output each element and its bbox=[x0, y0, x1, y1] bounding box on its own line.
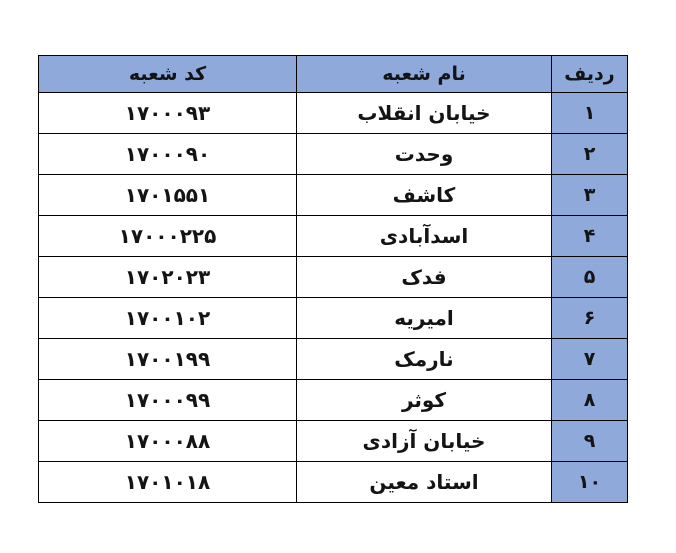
branch-name-cell: خیابان آزادی bbox=[296, 420, 552, 462]
table-row: ۴ اسدآبادی ۱۷۰۰۰۲۲۵ bbox=[38, 215, 628, 257]
table-row: ۳ کاشف ۱۷۰۱۵۵۱ bbox=[38, 174, 628, 216]
branch-code-cell: ۱۷۰۰۰۸۸ bbox=[38, 420, 297, 462]
row-number-cell: ۹ bbox=[551, 420, 628, 462]
row-number-cell: ۷ bbox=[551, 338, 628, 380]
branch-name-cell: اسدآبادی bbox=[296, 215, 552, 257]
column-header-branch-name: نام شعبه bbox=[296, 55, 552, 93]
branch-name-cell: خیابان انقلاب bbox=[296, 92, 552, 134]
branch-name-cell: فدک bbox=[296, 256, 552, 298]
row-number-cell: ۳ bbox=[551, 174, 628, 216]
branch-code-cell: ۱۷۰۰۰۹۹ bbox=[38, 379, 297, 421]
table-row: ۹ خیابان آزادی ۱۷۰۰۰۸۸ bbox=[38, 420, 628, 462]
table-row: ۶ امیریه ۱۷۰۰۱۰۲ bbox=[38, 297, 628, 339]
table-row: ۱۰ استاد معین ۱۷۰۱۰۱۸ bbox=[38, 461, 628, 503]
branch-table-container: ردیف نام شعبه کد شعبه ۱ خیابان انقلاب ۱۷… bbox=[38, 55, 628, 503]
branch-name-cell: امیریه bbox=[296, 297, 552, 339]
branch-code-cell: ۱۷۰۰۰۲۲۵ bbox=[38, 215, 297, 257]
branch-table: ردیف نام شعبه کد شعبه ۱ خیابان انقلاب ۱۷… bbox=[38, 55, 628, 503]
table-row: ۵ فدک ۱۷۰۲۰۲۳ bbox=[38, 256, 628, 298]
branch-code-cell: ۱۷۰۲۰۲۳ bbox=[38, 256, 297, 298]
table-row: ۲ وحدت ۱۷۰۰۰۹۰ bbox=[38, 133, 628, 175]
branch-name-cell: کاشف bbox=[296, 174, 552, 216]
row-number-cell: ۱۰ bbox=[551, 461, 628, 503]
row-number-cell: ۶ bbox=[551, 297, 628, 339]
table-row: ۱ خیابان انقلاب ۱۷۰۰۰۹۳ bbox=[38, 92, 628, 134]
branch-code-cell: ۱۷۰۱۰۱۸ bbox=[38, 461, 297, 503]
branch-code-cell: ۱۷۰۱۵۵۱ bbox=[38, 174, 297, 216]
row-number-cell: ۵ bbox=[551, 256, 628, 298]
row-number-cell: ۲ bbox=[551, 133, 628, 175]
row-number-cell: ۸ bbox=[551, 379, 628, 421]
row-number-cell: ۱ bbox=[551, 92, 628, 134]
row-number-cell: ۴ bbox=[551, 215, 628, 257]
table-row: ۸ کوثر ۱۷۰۰۰۹۹ bbox=[38, 379, 628, 421]
column-header-row-number: ردیف bbox=[551, 55, 628, 93]
branch-name-cell: استاد معین bbox=[296, 461, 552, 503]
column-header-branch-code: کد شعبه bbox=[38, 55, 297, 93]
branch-name-cell: نارمک bbox=[296, 338, 552, 380]
branch-name-cell: وحدت bbox=[296, 133, 552, 175]
branch-code-cell: ۱۷۰۰۰۹۰ bbox=[38, 133, 297, 175]
table-header-row: ردیف نام شعبه کد شعبه bbox=[38, 55, 628, 93]
branch-code-cell: ۱۷۰۰۱۹۹ bbox=[38, 338, 297, 380]
branch-code-cell: ۱۷۰۰۰۹۳ bbox=[38, 92, 297, 134]
branch-name-cell: کوثر bbox=[296, 379, 552, 421]
branch-code-cell: ۱۷۰۰۱۰۲ bbox=[38, 297, 297, 339]
table-row: ۷ نارمک ۱۷۰۰۱۹۹ bbox=[38, 338, 628, 380]
